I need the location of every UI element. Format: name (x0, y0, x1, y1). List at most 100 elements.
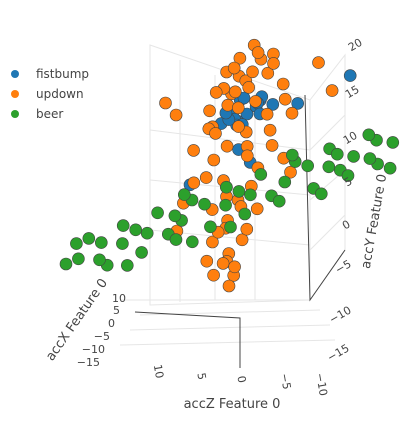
data-point-updown (159, 96, 172, 110)
data-point-beer (254, 168, 268, 181)
grid-line (309, 114, 346, 151)
grid-line (119, 339, 336, 346)
data-point-beer (178, 188, 191, 201)
data-point-beer (70, 237, 83, 250)
data-point-beer (272, 194, 286, 208)
data-point-updown (251, 46, 265, 59)
z-tick-label: 5 (194, 372, 208, 381)
data-point-beer (116, 237, 129, 250)
data-point-beer (121, 259, 134, 272)
data-point-updown (265, 139, 279, 152)
data-point-beer (383, 161, 397, 175)
data-point-beer (129, 223, 142, 237)
y-tick-label: 15 (343, 83, 362, 101)
data-point-updown (229, 85, 242, 99)
data-point-updown (232, 101, 245, 115)
y-tick-label: 10 (341, 129, 360, 147)
data-point-beer (238, 207, 252, 221)
grid-line (309, 214, 346, 251)
grid-line (149, 129, 311, 151)
data-point-updown (203, 104, 216, 118)
data-point-beer (363, 152, 377, 165)
data-point-beer (314, 187, 328, 201)
data-point-updown (284, 165, 297, 179)
data-point-updown (249, 95, 262, 108)
data-point-fistbump (237, 91, 251, 105)
legend-item-beer[interactable]: beer (11, 107, 63, 121)
data-point-beer (362, 128, 376, 142)
data-point-beer (168, 209, 182, 223)
x-tick-label: −15 (77, 356, 100, 369)
data-point-updown (207, 153, 221, 167)
y-tick-label: −5 (333, 257, 354, 276)
data-point-updown (263, 123, 277, 137)
data-point-updown (222, 279, 236, 293)
data-point-beer (219, 198, 232, 212)
data-point-updown (232, 120, 245, 133)
data-point-updown (240, 222, 254, 236)
z-tick-label: −10 (313, 372, 330, 397)
data-point-updown (260, 107, 274, 121)
data-point-updown (235, 233, 249, 247)
data-point-fistbump (266, 98, 280, 111)
legend-item-updown[interactable]: updown (11, 87, 84, 101)
grid-line (129, 324, 331, 331)
data-point-updown (276, 77, 290, 91)
data-point-beer (72, 252, 85, 266)
data-point-beer (95, 236, 108, 249)
data-point-beer (285, 148, 299, 162)
data-point-beer (169, 233, 183, 246)
data-point-updown (242, 81, 255, 94)
data-point-updown (209, 86, 223, 99)
data-point-beer (186, 235, 199, 249)
legend-label: updown (36, 87, 84, 101)
legend-item-fistbump[interactable]: fistbump (11, 67, 89, 81)
data-point-updown (200, 254, 214, 268)
data-point-updown (250, 202, 264, 216)
y-tick-label: 0 (340, 218, 353, 233)
x-tick-label: −10 (82, 343, 105, 356)
data-point-beer (116, 219, 130, 232)
points-layer (59, 38, 400, 293)
data-point-updown (221, 98, 235, 112)
legend-marker (11, 110, 19, 118)
data-point-updown (207, 268, 220, 282)
data-point-beer (140, 226, 154, 240)
legend[interactable]: fistbump updown beer (11, 67, 89, 121)
z-tick-label: 10 (151, 363, 166, 379)
data-point-updown (206, 235, 219, 249)
data-point-updown (227, 61, 241, 75)
data-point-updown (312, 56, 325, 69)
data-point-updown (169, 108, 183, 122)
data-point-beer (204, 220, 217, 234)
data-point-updown (187, 176, 201, 190)
grid-line (309, 53, 346, 250)
data-point-updown (325, 84, 339, 97)
axis-line (134, 311, 241, 368)
x-tick-label: 0 (108, 317, 115, 330)
data-point-beer (330, 147, 344, 161)
legend-marker (11, 70, 19, 78)
data-point-beer (220, 180, 233, 194)
z-tick-label: 0 (234, 375, 248, 384)
data-point-beer (301, 159, 315, 173)
x-tick-label: 10 (112, 292, 126, 305)
data-point-beer (322, 160, 336, 174)
z-tick-label: −5 (278, 372, 294, 390)
data-point-beer (347, 150, 360, 163)
data-point-updown (285, 106, 299, 120)
z-axis-title: accZ Feature 0 (184, 397, 281, 412)
data-point-updown (278, 92, 292, 106)
data-point-beer (82, 232, 96, 245)
data-point-beer (341, 169, 355, 182)
data-point-beer (59, 257, 73, 271)
data-point-beer (224, 220, 237, 234)
data-point-fistbump (343, 69, 357, 82)
y-tick-label: 20 (346, 36, 365, 54)
y-tick-label: −15 (325, 342, 352, 365)
data-point-updown (216, 257, 230, 270)
data-point-fistbump (291, 97, 305, 110)
data-point-updown (261, 66, 275, 80)
y-axis-title: accY Feature 0 (359, 173, 390, 270)
